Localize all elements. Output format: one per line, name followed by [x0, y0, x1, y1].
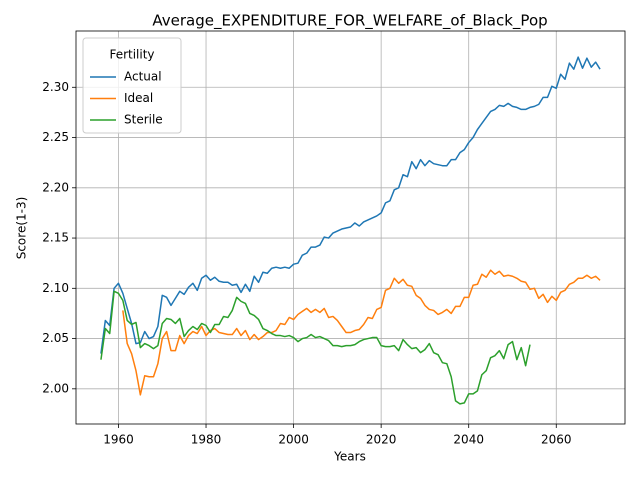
x-tick-label: 2020 [366, 433, 397, 447]
x-tick-label: 1960 [103, 433, 134, 447]
data-line [100, 56, 601, 354]
axes-frame [75, 30, 626, 425]
y-tick-label: 2.30 [42, 80, 69, 94]
legend: Fertility Actual Ideal Sterile [82, 37, 182, 134]
y-tick-label: 2.10 [42, 281, 69, 295]
data-line [122, 269, 601, 396]
chart-title: Average_EXPENDITURE_FOR_WELFARE_of_Black… [152, 12, 547, 31]
y-tick-label: 2.25 [42, 130, 69, 144]
y-tick-label: 2.00 [42, 381, 69, 395]
plot-area [76, 31, 625, 424]
legend-label: Sterile [124, 113, 163, 127]
x-tick-label: 1980 [191, 433, 222, 447]
data-line [100, 290, 531, 405]
x-axis-label: Years [333, 450, 366, 464]
legend-title: Fertility [109, 48, 154, 62]
legend-label: Ideal [124, 91, 153, 105]
x-tick-label: 2060 [541, 433, 572, 447]
y-axis-label: Score(1-3) [15, 197, 29, 260]
x-tick-label: 2000 [278, 433, 309, 447]
y-tick-label: 2.05 [42, 331, 69, 345]
x-tick-label: 2040 [453, 433, 484, 447]
y-tick-label: 2.20 [42, 180, 69, 194]
y-tick-label: 2.15 [42, 231, 69, 245]
legend-box [82, 37, 182, 134]
legend-label: Actual [124, 70, 162, 84]
